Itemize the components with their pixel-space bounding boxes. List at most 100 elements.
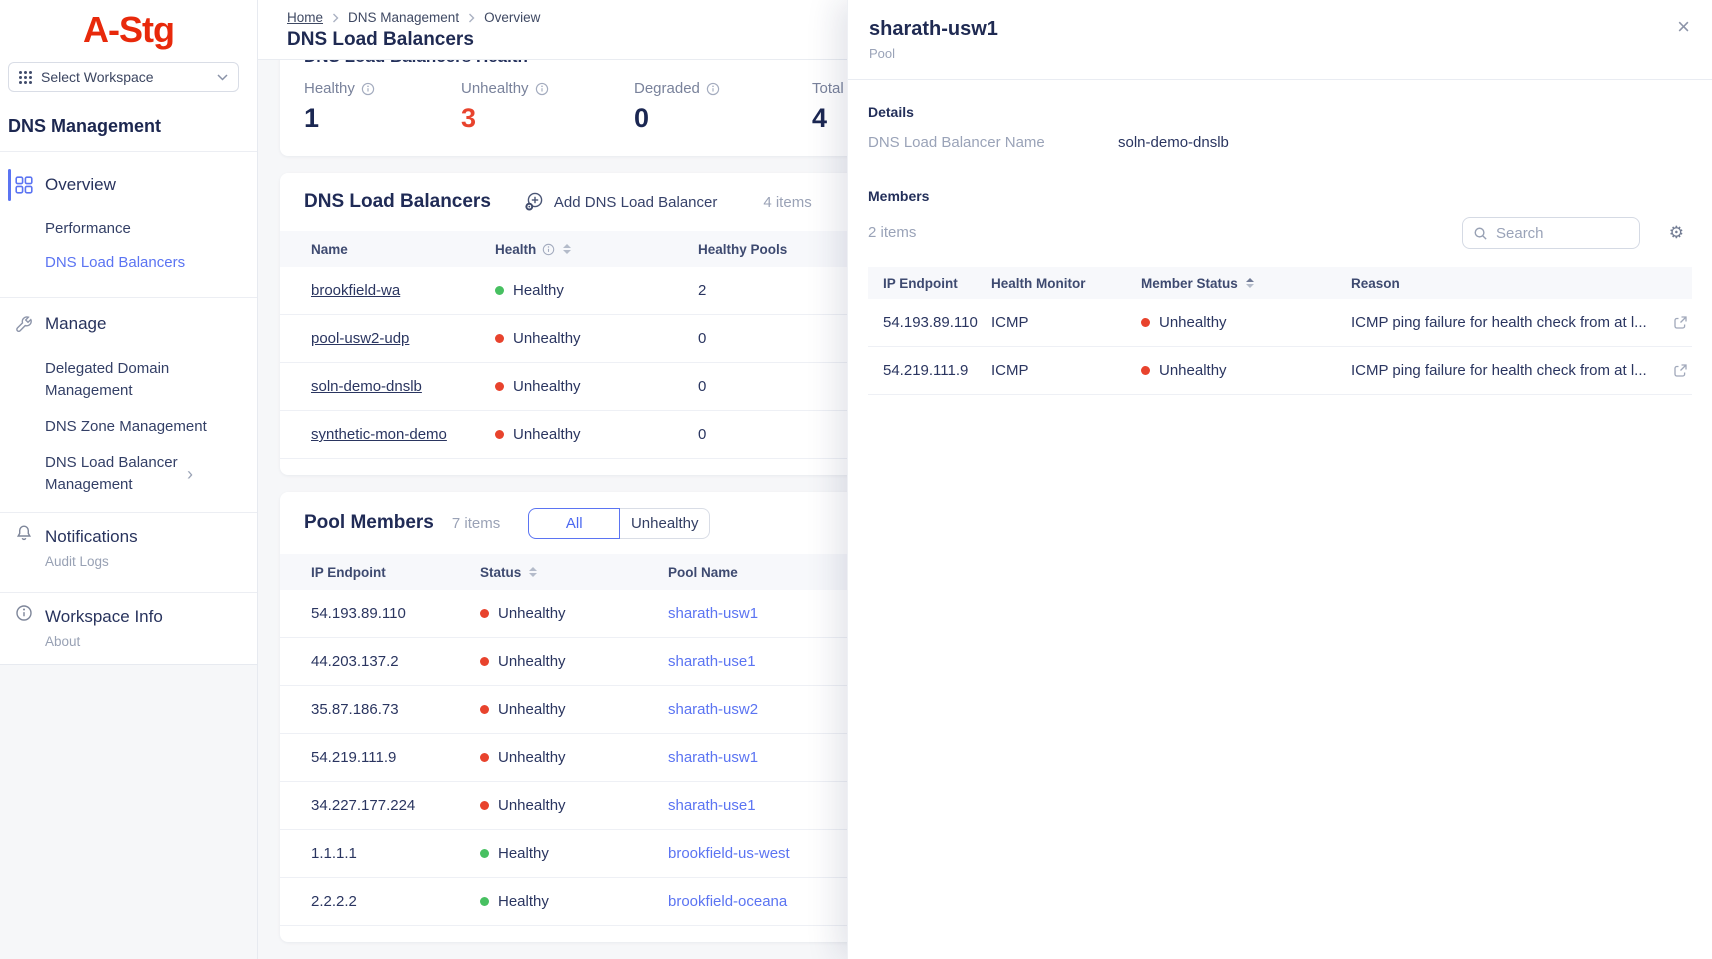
info-icon[interactable]: [706, 82, 720, 96]
status-label: Unhealthy: [1159, 314, 1227, 331]
status-label: Healthy: [498, 845, 549, 862]
sidebar-item-audit-logs[interactable]: Audit Logs: [45, 554, 109, 569]
sidebar-section-title: DNS Management: [8, 116, 162, 136]
chevron-right-icon: ›: [187, 464, 193, 484]
field-label: DNS Load Balancer Name: [868, 134, 1045, 151]
pool-name-link[interactable]: sharath-usw1: [668, 749, 759, 766]
sidebar-item-overview[interactable]: Overview: [0, 165, 257, 205]
sidebar-item-delegated-domain-management[interactable]: Delegated Domain Management: [45, 360, 170, 399]
tab-unhealthy[interactable]: Unhealthy: [620, 507, 711, 539]
breadcrumb-dns-management[interactable]: DNS Management: [348, 10, 460, 25]
sidebar-item-dns-load-balancers[interactable]: DNS Load Balancers: [45, 254, 186, 271]
stat-label: Healthy: [304, 80, 355, 97]
sidebar-item-dns-zone-management[interactable]: DNS Zone Management: [45, 418, 207, 435]
sort-icon[interactable]: [1245, 278, 1254, 288]
info-icon[interactable]: [361, 82, 375, 96]
status-label: Unhealthy: [498, 749, 566, 766]
column-health[interactable]: Health: [495, 242, 698, 257]
chevron-right-icon: [332, 13, 339, 23]
sidebar-item-label: Workspace Info: [45, 607, 163, 626]
column-status[interactable]: Status: [480, 565, 668, 580]
panel-subtitle: Pool: [869, 46, 896, 61]
status-dot: [495, 430, 504, 439]
info-icon: [14, 603, 34, 623]
gear-icon[interactable]: ⚙: [1668, 223, 1684, 242]
column-label: Health: [495, 241, 537, 257]
dnslb-name-link[interactable]: brookfield-wa: [311, 282, 401, 299]
workspace-selector[interactable]: Select Workspace: [8, 62, 239, 92]
column-member-status[interactable]: Member Status: [1141, 276, 1351, 291]
overview-grid-icon: [14, 175, 34, 195]
divider: [0, 592, 257, 593]
table-row: 54.219.111.9 ICMP Unhealthy ICMP ping fa…: [868, 347, 1692, 395]
column-ip-endpoint[interactable]: IP Endpoint: [883, 275, 958, 291]
sidebar-item-notifications[interactable]: Notifications: [0, 517, 257, 548]
ip-endpoint: 44.203.137.2: [311, 653, 399, 670]
add-button-label: Add DNS Load Balancer: [553, 193, 718, 211]
column-healthy-pools[interactable]: Healthy Pools: [698, 241, 788, 257]
divider: [0, 151, 257, 152]
stat-value: 0: [634, 103, 650, 133]
column-name[interactable]: Name: [311, 241, 348, 257]
external-link-icon[interactable]: [1673, 363, 1688, 378]
sidebar-item-dns-load-balancer-management[interactable]: DNS Load Balancer Management ›: [0, 452, 215, 496]
sort-icon[interactable]: [529, 567, 538, 577]
add-load-balancer-icon: [523, 191, 545, 213]
column-ip-endpoint[interactable]: IP Endpoint: [311, 564, 386, 580]
column-health-monitor[interactable]: Health Monitor: [991, 275, 1086, 291]
stat-unhealthy: Unhealthy 3: [461, 80, 634, 134]
ip-endpoint: 54.193.89.110: [311, 605, 406, 622]
search-input[interactable]: [1496, 224, 1616, 242]
breadcrumb-home[interactable]: Home: [287, 10, 324, 25]
status-label: Unhealthy: [1159, 362, 1227, 379]
health-label: Healthy: [513, 282, 564, 299]
active-indicator: [8, 169, 11, 201]
info-icon[interactable]: [535, 82, 549, 96]
pool-members-items-count: 7 items: [451, 514, 501, 532]
sort-icon[interactable]: [563, 244, 572, 254]
sidebar-item-workspace-info[interactable]: Workspace Info: [0, 597, 257, 628]
status-dot: [480, 849, 489, 858]
workspace-grid-icon: [19, 70, 32, 84]
column-label: Status: [480, 564, 522, 580]
pool-name-link[interactable]: sharath-usw2: [668, 701, 759, 718]
status-filter-tabs: All Unhealthy: [528, 507, 711, 539]
ip-endpoint: 1.1.1.1: [311, 845, 357, 862]
status-dot: [1141, 318, 1150, 327]
external-link-icon[interactable]: [1673, 315, 1688, 330]
sidebar-item-label: Overview: [45, 175, 116, 194]
health-monitor: ICMP: [991, 314, 1029, 331]
tab-all[interactable]: All: [528, 507, 621, 539]
field-value: soln-demo-dnslb: [1118, 134, 1229, 151]
dnslb-name-link[interactable]: synthetic-mon-demo: [311, 426, 447, 443]
sidebar-item-manage[interactable]: Manage: [0, 304, 257, 344]
column-reason[interactable]: Reason: [1351, 275, 1400, 291]
stat-value: 3: [461, 103, 477, 133]
sidebar-item-about[interactable]: About: [45, 634, 81, 649]
health-label: Unhealthy: [513, 330, 581, 347]
dnslb-name-link[interactable]: soln-demo-dnslb: [311, 378, 422, 395]
reason-text: ICMP ping failure for health check from …: [1351, 362, 1647, 379]
reason-text: ICMP ping failure for health check from …: [1351, 314, 1647, 331]
health-label: Unhealthy: [513, 378, 581, 395]
pool-name-link[interactable]: brookfield-us-west: [668, 845, 790, 862]
search-box: [1462, 217, 1640, 249]
workspace-selector-label: Select Workspace: [41, 69, 154, 85]
column-pool-name[interactable]: Pool Name: [668, 564, 738, 580]
pool-name-link[interactable]: sharath-use1: [668, 797, 756, 814]
add-dns-load-balancer-button[interactable]: Add DNS Load Balancer: [523, 191, 717, 213]
ip-endpoint: 34.227.177.224: [311, 797, 416, 814]
members-table-header: IP Endpoint Health Monitor Member Status…: [868, 267, 1692, 299]
pool-name-link[interactable]: sharath-usw1: [668, 605, 759, 622]
ip-endpoint: 54.193.89.110: [883, 314, 978, 331]
details-heading: Details: [868, 104, 914, 120]
pool-name-link[interactable]: brookfield-oceana: [668, 893, 788, 910]
sidebar-item-performance[interactable]: Performance: [45, 220, 131, 237]
info-icon[interactable]: [542, 243, 555, 256]
panel-body: Details DNS Load Balancer Name soln-demo…: [848, 104, 1712, 395]
dnslb-name-link[interactable]: pool-usw2-udp: [311, 330, 410, 347]
breadcrumb-overview[interactable]: Overview: [484, 10, 541, 25]
close-icon[interactable]: ×: [1677, 14, 1690, 39]
pool-name-link[interactable]: sharath-use1: [668, 653, 756, 670]
status-label: Unhealthy: [498, 605, 566, 622]
